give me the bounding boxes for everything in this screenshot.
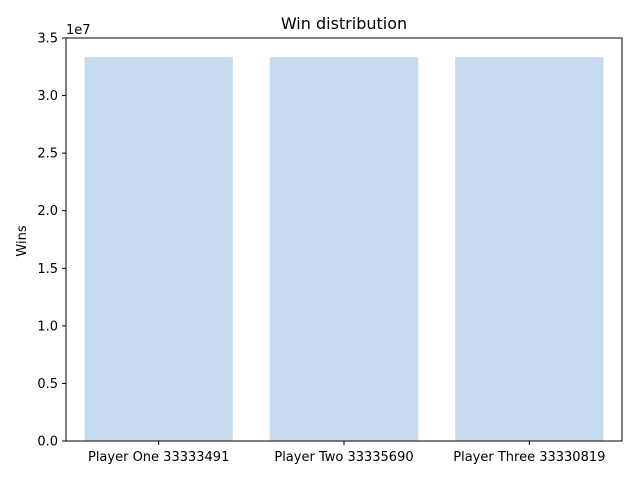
y-tick-label: 3.5 [37,32,58,47]
y-tick-label: 0.5 [37,377,58,392]
chart-title: Win distribution [281,14,407,33]
x-tick-label: Player One 33333491 [88,450,229,465]
bar-3 [455,57,604,442]
y-tick-label: 1.0 [37,319,58,334]
bar-1 [84,57,233,441]
x-tick-label: Player Two 33335690 [274,450,413,465]
y-tick-label: 2.5 [37,147,58,162]
x-tick-label: Player Three 33330819 [453,450,605,465]
y-axis-offset-label: 1e7 [66,23,91,38]
y-tick-label: 1.5 [37,262,58,277]
y-tick-label: 2.0 [37,204,58,219]
y-tick-label: 0.0 [37,435,58,450]
y-axis-ticks: 0.0 0.5 1.0 1.5 2.0 2.5 3.0 3.5 [37,32,66,450]
y-axis-label: Wins [15,225,30,256]
bars-group [84,57,604,442]
y-tick-label: 3.0 [37,89,58,104]
bar-2 [269,57,419,442]
plot-frame [65,37,623,442]
x-axis-ticks: Player One 33333491 Player Two 33335690 Pl… [88,441,605,465]
